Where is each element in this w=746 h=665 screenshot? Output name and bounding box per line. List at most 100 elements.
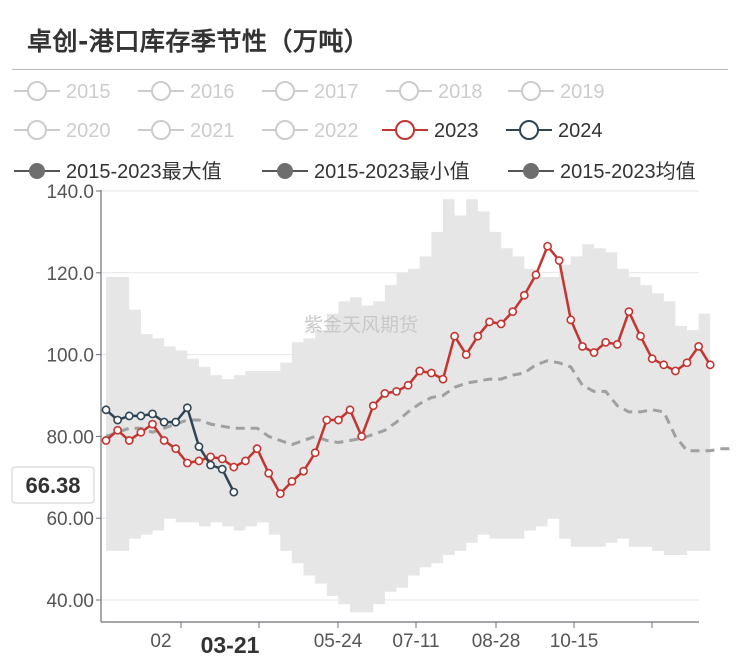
point-2023-39[interactable] [554, 256, 564, 265]
point-2023-10[interactable] [217, 454, 227, 464]
chart-title: 卓创-港口库存季节性（万吨） [27, 27, 370, 56]
legend-label: 2020 [66, 120, 111, 142]
point-2024-0[interactable] [101, 405, 111, 415]
point-2023-22[interactable] [357, 431, 367, 441]
point-2023-27[interactable] [415, 366, 425, 376]
point-2023-5[interactable] [159, 436, 169, 445]
point-2023-51[interactable] [694, 342, 704, 351]
point-2023-3[interactable] [136, 427, 146, 437]
legend-item-2015-2023最大值[interactable]: 2015-2023最大值 [14, 160, 222, 183]
legend-item-2018[interactable]: 2018 [386, 81, 483, 103]
point-2024-1[interactable] [113, 415, 123, 425]
x-tick-label-0: 02 [150, 631, 171, 652]
point-2023-9[interactable] [206, 452, 215, 462]
point-2024-4[interactable] [148, 409, 157, 419]
point-2023-12[interactable] [241, 456, 250, 466]
legend-item-2024[interactable]: 2024 [506, 120, 603, 142]
series-lines [101, 241, 734, 499]
point-2023-45[interactable] [624, 307, 634, 317]
point-2023-19[interactable] [322, 415, 332, 425]
point-2024-2[interactable] [124, 411, 134, 421]
legend-label: 2023 [434, 120, 479, 142]
legend-item-2015-2023最小值[interactable]: 2015-2023最小值 [262, 160, 470, 183]
x-tick-labels: 02 05-24 07-11 08-28 10-15 [150, 622, 653, 652]
legend-dot-icon [29, 163, 45, 179]
legend-circle-icon [151, 120, 171, 140]
point-2024-11[interactable] [229, 487, 239, 497]
legend-item-2015-2023均值[interactable]: 2015-2023均值 [508, 160, 696, 183]
point-2023-4[interactable] [148, 419, 157, 429]
point-2023-16[interactable] [287, 476, 297, 486]
point-2023-35[interactable] [508, 307, 518, 317]
point-2023-29[interactable] [438, 374, 448, 384]
point-2024-8[interactable] [194, 442, 204, 452]
legend-item-2017[interactable]: 2017 [262, 81, 359, 103]
legend-item-2019[interactable]: 2019 [508, 81, 605, 103]
point-2023-36[interactable] [519, 290, 529, 300]
legend-item-2020[interactable]: 2020 [14, 120, 111, 142]
point-2023-43[interactable] [601, 337, 611, 347]
point-2024-6[interactable] [171, 417, 181, 427]
point-2023-8[interactable] [194, 456, 204, 466]
point-2023-14[interactable] [264, 468, 274, 478]
point-2023-33[interactable] [485, 317, 494, 327]
legend-item-2016[interactable]: 2016 [138, 81, 235, 103]
legend-label: 2017 [314, 81, 359, 103]
point-2023-7[interactable] [182, 458, 192, 468]
point-2023-1[interactable] [113, 425, 123, 435]
legend-item-2023[interactable]: 2023 [382, 120, 479, 142]
point-2023-47[interactable] [647, 354, 657, 364]
point-2023-23[interactable] [368, 401, 378, 411]
point-2023-17[interactable] [299, 466, 308, 476]
point-2024-5[interactable] [159, 417, 169, 427]
x-tick-label-3: 08-28 [472, 631, 521, 652]
point-2023-38[interactable] [543, 241, 552, 251]
point-2023-15[interactable] [275, 489, 285, 499]
point-2023-28[interactable] [426, 368, 436, 378]
point-2023-18[interactable] [310, 448, 320, 458]
point-2023-6[interactable] [171, 444, 181, 454]
point-2024-3[interactable] [136, 411, 146, 421]
legend-circle-icon [27, 81, 47, 101]
legend-label: 2021 [190, 120, 235, 142]
point-2023-41[interactable] [578, 342, 587, 351]
point-2023-2[interactable] [124, 436, 134, 445]
point-2023-46[interactable] [636, 331, 645, 341]
legend: 2015 2016 2017 2018 2019 2020 2021 2022 2023 2024… [14, 81, 696, 183]
point-2023-26[interactable] [403, 380, 413, 390]
legend-circle-icon [275, 81, 295, 101]
legend-item-2022[interactable]: 2022 [262, 120, 359, 142]
legend-item-2015[interactable]: 2015 [14, 81, 111, 103]
point-2024-10[interactable] [217, 464, 227, 474]
point-2023-42[interactable] [589, 348, 599, 357]
point-2023-44[interactable] [612, 339, 622, 349]
point-2023-49[interactable] [670, 366, 680, 376]
point-2023-52[interactable] [705, 360, 715, 370]
point-2023-0[interactable] [101, 436, 111, 445]
legend-circle-icon [275, 120, 295, 140]
point-2023-34[interactable] [496, 319, 506, 329]
axis-pointer-y-badge: 66.38 [11, 466, 95, 504]
point-2024-7[interactable] [182, 403, 192, 413]
point-2023-32[interactable] [473, 331, 483, 341]
point-2023-13[interactable] [252, 444, 262, 454]
point-2023-21[interactable] [345, 405, 355, 415]
point-2024-9[interactable] [206, 460, 215, 470]
point-2023-11[interactable] [229, 462, 239, 472]
point-2023-24[interactable] [380, 389, 390, 398]
legend-label: 2022 [314, 120, 359, 142]
x-tick-label-4: 10-15 [550, 631, 599, 652]
point-2023-25[interactable] [392, 387, 401, 396]
point-2023-20[interactable] [333, 415, 343, 425]
point-2023-31[interactable] [461, 350, 471, 359]
y-tick-label-1: 60.00 [46, 509, 94, 530]
point-2023-40[interactable] [566, 315, 576, 325]
legend-label: 2015-2023最小值 [314, 160, 470, 183]
legend-item-2021[interactable]: 2021 [138, 120, 235, 142]
legend-label: 2019 [560, 81, 605, 103]
point-2023-30[interactable] [450, 331, 459, 341]
point-2023-48[interactable] [659, 360, 669, 370]
point-2023-37[interactable] [531, 270, 541, 280]
point-2023-50[interactable] [682, 358, 692, 368]
